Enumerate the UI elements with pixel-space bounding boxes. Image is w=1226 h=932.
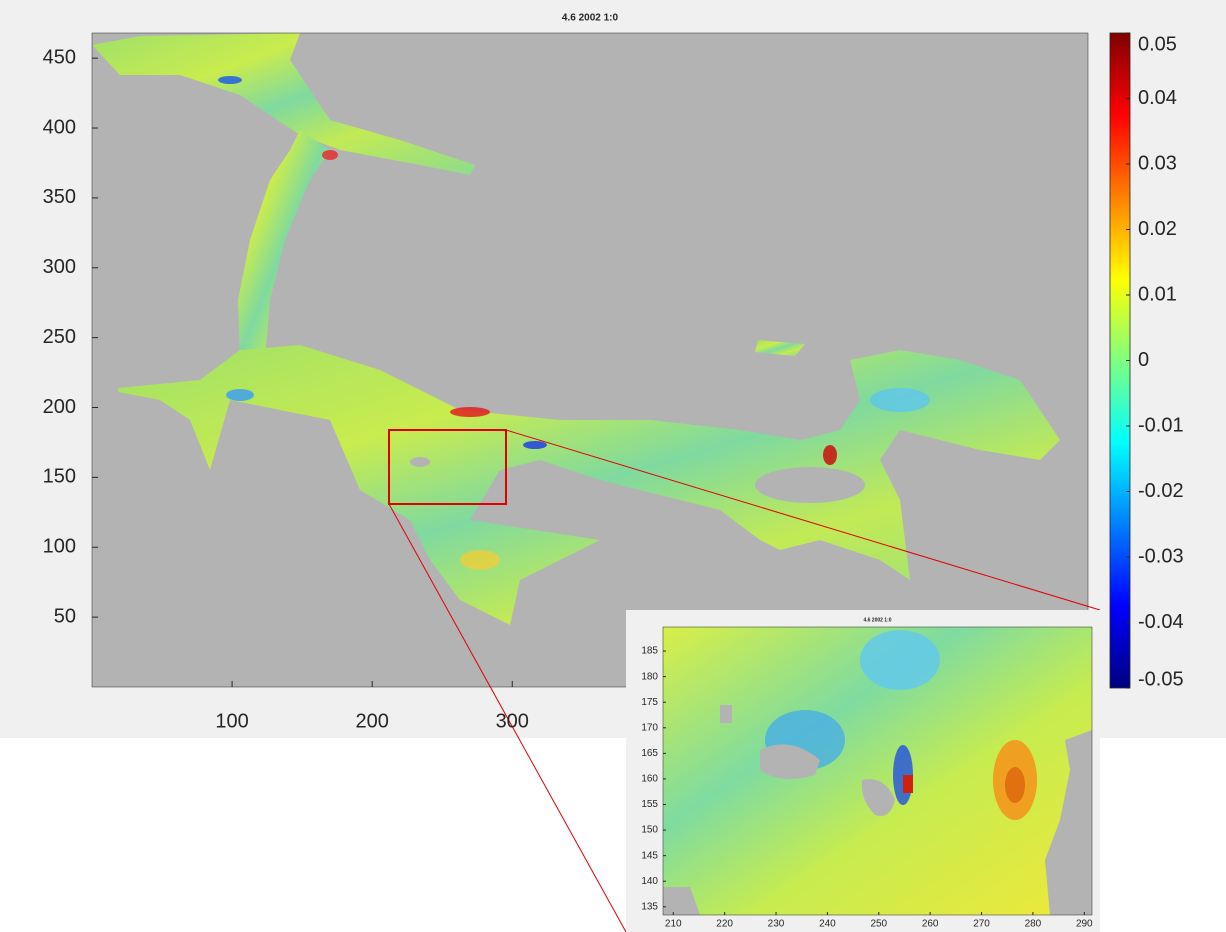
inset-field [663, 627, 1092, 915]
y-tick-label: 450 [43, 46, 76, 68]
y-tick-label: 135 [641, 901, 658, 912]
y-tick-label: 180 [641, 671, 658, 682]
island [410, 457, 430, 467]
colorbar-tick-label: 0.03 [1138, 152, 1177, 174]
colorbar-tick-label: 0 [1138, 349, 1149, 371]
colorbar-tick-label: 0.04 [1138, 87, 1177, 109]
y-tick-label: 200 [43, 396, 76, 418]
spot [450, 407, 490, 417]
chart-title: 4.6 2002 1:0 [562, 13, 619, 24]
y-tick-label: 350 [43, 186, 76, 208]
lake [755, 467, 865, 503]
y-tick-label: 150 [43, 466, 76, 488]
spot [823, 445, 837, 465]
x-tick-label: 210 [665, 919, 682, 930]
spot [460, 550, 500, 570]
spot [322, 150, 338, 160]
x-tick-label: 240 [819, 919, 836, 930]
y-tick-label: 140 [641, 876, 658, 887]
y-tick-label: 100 [43, 536, 76, 558]
colorbar-tick-label: -0.03 [1138, 545, 1184, 567]
x-tick-label: 100 [215, 710, 248, 732]
x-tick-label: 200 [355, 710, 388, 732]
y-tick-label: 145 [641, 850, 658, 861]
y-tick-label: 175 [641, 697, 658, 708]
colorbar-tick-label: 0.05 [1138, 33, 1177, 55]
y-tick-label: 185 [641, 646, 658, 657]
figure: 4.6 2002 1:0 100 200 300 50 100 150 200 250 300 35… [0, 0, 1226, 932]
x-tick-label: 290 [1076, 919, 1093, 930]
hole [720, 705, 732, 723]
y-tick-label: 165 [641, 748, 658, 759]
spot [523, 441, 547, 449]
spot [870, 388, 930, 412]
spot [226, 389, 254, 401]
spot [860, 630, 940, 690]
chart-title: 4.6 2002 1:0 [863, 617, 891, 623]
y-tick-label: 50 [54, 605, 76, 627]
y-tick-label: 150 [641, 825, 658, 836]
spot [903, 775, 913, 793]
x-tick-label: 260 [922, 919, 939, 930]
colorbar-tick-label: -0.02 [1138, 480, 1184, 502]
colorbar-tick-label: -0.01 [1138, 414, 1184, 436]
spot [1005, 767, 1025, 803]
x-tick-label: 250 [870, 919, 887, 930]
y-tick-label: 300 [43, 256, 76, 278]
x-tick-label: 280 [1025, 919, 1042, 930]
y-tick-label: 400 [43, 116, 76, 138]
x-tick-label: 300 [496, 710, 529, 732]
x-tick-label: 220 [716, 919, 733, 930]
y-tick-label: 155 [641, 799, 658, 810]
colorbar-tick-label: -0.05 [1138, 668, 1184, 690]
colorbar-tick-label: 0.02 [1138, 218, 1177, 240]
page: 4.6 2002 1:0 100 200 300 50 100 150 200 250 300 35… [0, 0, 1226, 932]
x-tick-label: 270 [973, 919, 990, 930]
y-tick-label: 170 [641, 722, 658, 733]
x-tick-label: 230 [768, 919, 785, 930]
spot [218, 76, 242, 84]
y-tick-label: 160 [641, 774, 658, 785]
colorbar-tick-label: -0.04 [1138, 611, 1184, 633]
y-tick-label: 250 [43, 326, 76, 348]
colorbar-tick-label: 0.01 [1138, 283, 1177, 305]
